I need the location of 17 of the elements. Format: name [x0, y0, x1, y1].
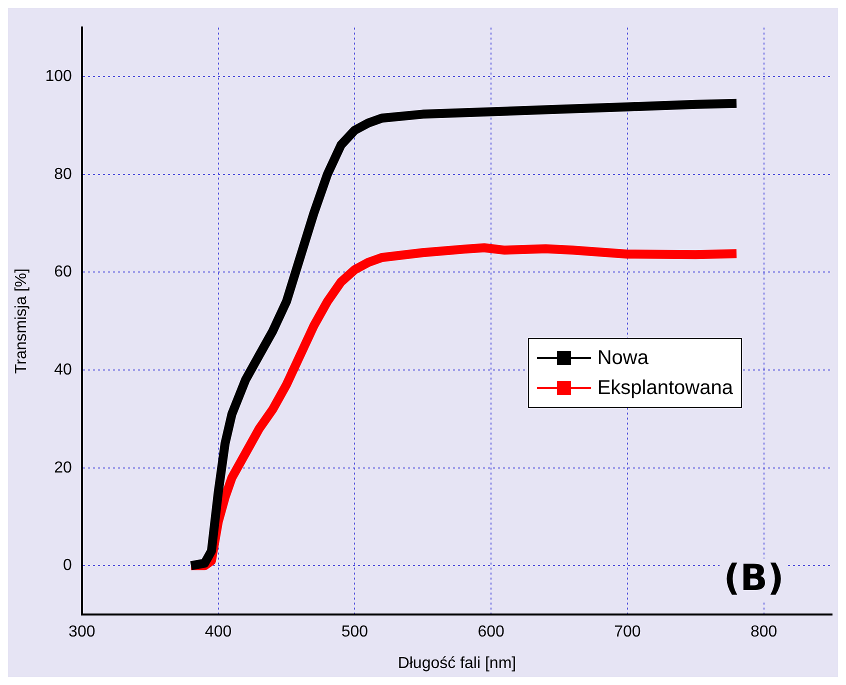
y-tick-label: 40 [54, 361, 72, 378]
legend-label: Nowa [597, 346, 648, 371]
x-tick-label: 800 [750, 624, 778, 641]
y-axis-title: Transmisja [%] [13, 268, 30, 374]
x-tick-label: 600 [478, 624, 504, 641]
y-tick-label: 100 [45, 68, 72, 85]
annotation: (B) [724, 558, 784, 599]
y-tick-label: 60 [54, 264, 72, 281]
y-tick-label: 20 [54, 459, 72, 476]
y-tick-label: 0 [62, 557, 72, 574]
x-tick-label: 300 [68, 624, 96, 641]
y-tick-label: 80 [54, 166, 72, 183]
legend-label: Eksplantowana [597, 376, 733, 401]
x-tick-label: 700 [614, 624, 641, 641]
x-axis-title: Długość fali [nm] [398, 654, 516, 672]
x-tick-label: 500 [341, 624, 368, 641]
x-tick-label: 400 [204, 624, 232, 641]
